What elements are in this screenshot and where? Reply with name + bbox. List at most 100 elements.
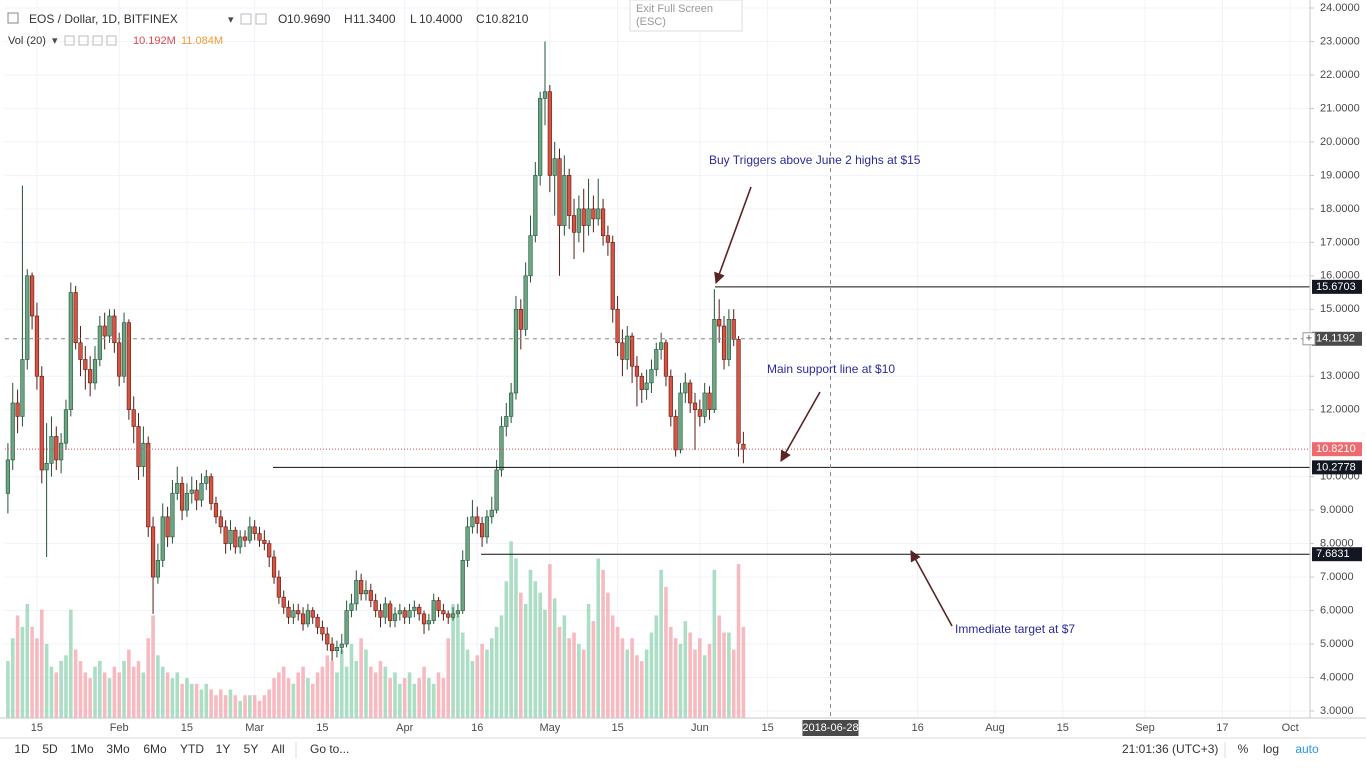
volume-bar <box>83 672 88 718</box>
candle-body <box>68 292 73 411</box>
candle-body <box>513 308 519 394</box>
volume-bar <box>252 695 257 718</box>
volume-bar <box>364 649 368 718</box>
candle-body <box>204 476 209 484</box>
volume-ma-value: 11.084M <box>181 35 223 47</box>
volume-bar <box>369 666 373 718</box>
range-button[interactable]: YTD <box>180 742 204 756</box>
volume-bar <box>615 626 620 718</box>
icon[interactable] <box>106 35 117 46</box>
ohlc-key: L <box>410 12 417 26</box>
x-tick-label: 16 <box>471 722 483 734</box>
add-button[interactable] <box>1302 332 1316 346</box>
volume-bar <box>470 661 475 718</box>
candle-body <box>663 342 669 377</box>
volume-bar <box>543 609 547 718</box>
range-button[interactable]: All <box>271 742 284 756</box>
candle-body <box>276 576 281 598</box>
exit-fullscreen-label: Exit Full Screen <box>636 3 713 15</box>
scale-option[interactable]: log <box>1263 742 1279 756</box>
volume-bar <box>330 661 334 718</box>
price-label: 7.6831 <box>1316 548 1350 560</box>
candle-body <box>470 516 475 528</box>
volume-bar <box>6 661 10 718</box>
candle-body <box>629 335 635 367</box>
range-button[interactable]: 5D <box>42 742 58 756</box>
volume-bar <box>673 638 678 718</box>
candle-body <box>431 600 436 621</box>
volume-bar <box>262 695 267 718</box>
candle-body <box>639 375 644 390</box>
volume-bar <box>233 695 238 718</box>
candle-body <box>678 392 683 451</box>
candle-body <box>354 580 359 605</box>
volume-bar <box>78 661 83 718</box>
collapse-icon[interactable] <box>7 12 19 24</box>
arrow <box>714 186 752 285</box>
ohlc-legend: O 10.9690 H 11.3400 L 10.4000 C 10.8210 <box>278 12 529 26</box>
candle-body <box>741 443 746 450</box>
volume-bar <box>30 626 34 718</box>
candle-body <box>528 235 533 277</box>
candle-body <box>421 613 427 625</box>
volume-bar <box>480 643 484 718</box>
exit-fullscreen[interactable] <box>629 0 743 32</box>
icon[interactable] <box>92 35 103 46</box>
candle-body <box>702 392 707 417</box>
ohlc-value: 10.9690 <box>287 12 331 26</box>
candle-body <box>112 315 117 344</box>
candle-body <box>450 613 456 618</box>
candle-body <box>126 322 131 411</box>
candle-body <box>499 426 504 471</box>
volume-bar <box>59 661 63 718</box>
x-tick-label: 15 <box>31 722 43 734</box>
volume-bar <box>122 661 126 718</box>
candle-body <box>368 590 373 601</box>
candle-body <box>286 606 291 618</box>
volume-bar <box>533 581 538 718</box>
volume-bar <box>131 666 136 718</box>
y-tick-label: 6.0000 <box>1320 604 1354 616</box>
candle-body <box>329 643 335 652</box>
volume-bar <box>586 604 591 718</box>
volume-bar <box>504 581 509 718</box>
volume-bar <box>228 689 233 718</box>
range-button[interactable]: 5Y <box>244 742 259 756</box>
range-button[interactable]: 6Mo <box>143 742 167 756</box>
x-tick-label: Sep <box>1135 722 1155 734</box>
volume-bar <box>214 695 218 718</box>
scale-option[interactable]: % <box>1238 742 1249 756</box>
dropdown-icon[interactable]: ▾ <box>228 14 234 26</box>
volume-bar <box>335 672 339 718</box>
scale-option[interactable]: auto <box>1295 742 1319 756</box>
close-icon[interactable] <box>255 13 267 25</box>
icon[interactable] <box>64 35 75 46</box>
volume-bar <box>407 672 412 718</box>
range-button[interactable]: 3Mo <box>106 742 130 756</box>
volume-bar <box>320 666 325 718</box>
icon[interactable] <box>78 35 89 46</box>
plot-area <box>5 0 1310 718</box>
candle-body <box>10 402 15 461</box>
y-tick-label: 12.0000 <box>1320 404 1360 416</box>
candle-body <box>683 382 688 394</box>
settings-icon[interactable] <box>240 13 252 25</box>
goto-button[interactable]: Go to... <box>310 742 349 756</box>
dropdown-icon[interactable]: ▾ <box>52 35 58 47</box>
volume-bar <box>35 638 39 718</box>
range-button[interactable]: 1Y <box>216 742 231 756</box>
volume-bar <box>514 558 518 718</box>
candle-body <box>175 483 180 494</box>
candle-body <box>634 365 640 377</box>
volume-bar <box>441 678 446 718</box>
volume-bar <box>460 632 465 718</box>
range-button[interactable]: 1D <box>14 742 30 756</box>
y-tick-label: 22.0000 <box>1320 69 1360 81</box>
volume-bar <box>25 604 30 718</box>
range-button[interactable]: 1Mo <box>70 742 94 756</box>
price-label-box <box>1312 460 1362 475</box>
candle-body <box>267 543 272 558</box>
candle-body <box>257 533 262 541</box>
candle-body <box>325 633 330 645</box>
